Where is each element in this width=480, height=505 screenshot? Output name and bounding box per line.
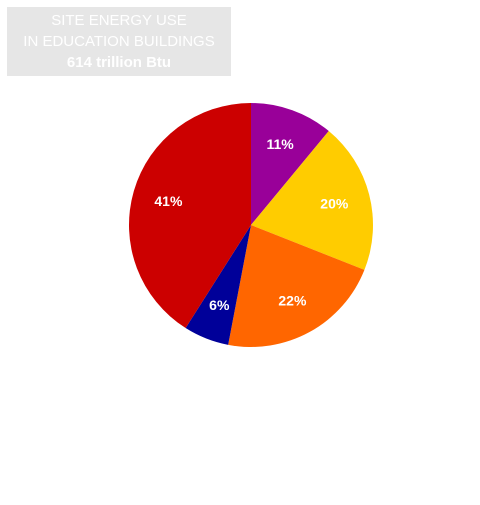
pie-slice-label-1: 20% (320, 196, 349, 212)
chart-title-line-1: SITE ENERGY USE (51, 12, 187, 29)
pie-slice-label-4: 41% (154, 193, 183, 209)
chart-title-line-2: IN EDUCATION BUILDINGS (23, 33, 215, 50)
pie-slice-2 (228, 225, 365, 348)
pie-slices (128, 103, 373, 348)
pie-slice-label-0: 11% (266, 136, 294, 152)
pie-slice-1 (251, 131, 373, 270)
pie-slice-label-3: 6% (209, 297, 230, 313)
pie-slice-3 (185, 225, 251, 345)
pie-slice-0 (251, 103, 329, 225)
chart-title-box: SITE ENERGY USE IN EDUCATION BUILDINGS 6… (7, 7, 231, 76)
pie-labels: 11% 20% 22% 6% 41% (154, 136, 348, 313)
pie-slice-label-2: 22% (278, 292, 307, 308)
pie-slice-4 (128, 103, 251, 329)
chart-subtitle: 614 trillion Btu (66, 54, 172, 71)
